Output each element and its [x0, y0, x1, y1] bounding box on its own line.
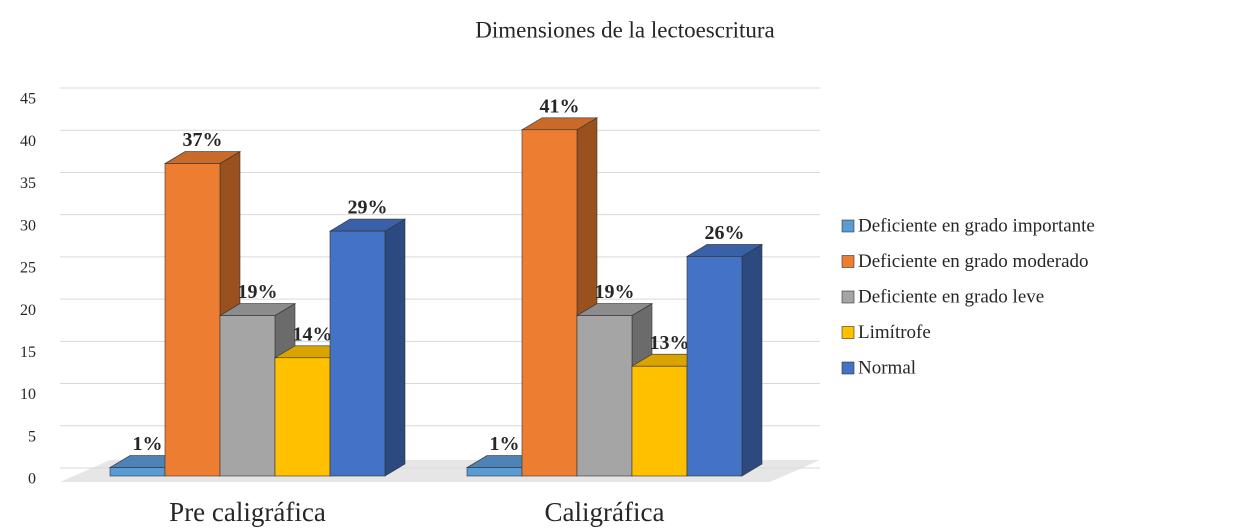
- data-label: 26%: [705, 222, 745, 244]
- bar: [329, 230, 386, 477]
- data-label: 1%: [490, 433, 520, 455]
- legend-label: Deficiente en grado leve: [858, 286, 1044, 307]
- bar: [109, 467, 166, 477]
- data-label: 19%: [595, 281, 635, 303]
- bar: [219, 315, 276, 477]
- bar: [631, 365, 688, 477]
- y-tick-label: 5: [28, 428, 36, 445]
- legend-swatch: [841, 290, 855, 304]
- legend-label: Deficiente en grado importante: [858, 215, 1095, 236]
- data-label: 37%: [183, 129, 223, 151]
- bar-side: [384, 218, 406, 477]
- data-label: 29%: [348, 197, 388, 219]
- bar: [274, 357, 331, 477]
- y-tick-label: 10: [20, 386, 36, 403]
- y-tick-label: 25: [20, 260, 36, 277]
- bar: [576, 315, 633, 477]
- y-tick-label: 0: [28, 471, 36, 488]
- legend-swatch: [841, 219, 855, 233]
- bar: [686, 256, 743, 477]
- bar: [466, 467, 523, 477]
- y-tick-label: 20: [20, 302, 36, 319]
- data-label: 1%: [133, 433, 163, 455]
- y-tick-label: 30: [20, 217, 36, 234]
- legend-swatch: [841, 255, 855, 268]
- data-label: 13%: [650, 332, 690, 354]
- y-tick-label: 15: [20, 344, 36, 361]
- legend-label: Limítrofe: [858, 322, 931, 343]
- legend-label: Normal: [858, 357, 916, 378]
- legend-swatch: [841, 361, 855, 375]
- data-label: 41%: [540, 95, 580, 117]
- y-tick-label: 45: [20, 91, 36, 108]
- x-tick-label: Pre caligráfica: [169, 497, 326, 527]
- chart-title: Dimensiones de la lectoescritura: [475, 17, 775, 42]
- y-tick-label: 40: [20, 133, 36, 150]
- bar: [164, 163, 221, 477]
- data-label: 19%: [238, 281, 278, 303]
- legend-label: Deficiente en grado moderado: [858, 251, 1089, 272]
- y-tick-label: 35: [20, 175, 36, 192]
- bar-side: [741, 243, 763, 477]
- x-tick-label: Caligráfica: [545, 497, 665, 527]
- bar: [521, 129, 578, 477]
- legend-swatch: [841, 326, 855, 339]
- data-label: 14%: [293, 323, 333, 345]
